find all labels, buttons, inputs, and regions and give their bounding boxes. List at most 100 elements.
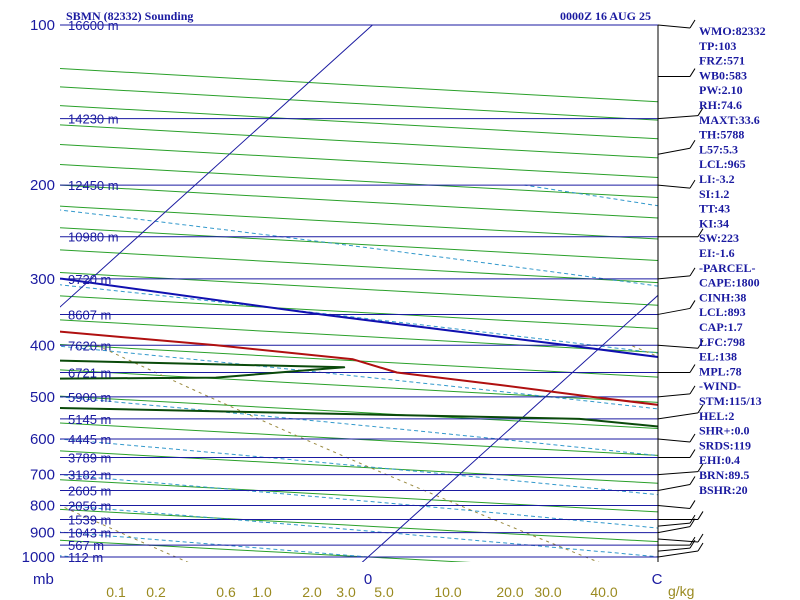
pressure-label: 300 — [30, 271, 55, 288]
index-line: -WIND- — [699, 379, 741, 393]
wind-barb — [657, 433, 696, 443]
mixing-ratio-label: 0.2 — [146, 584, 166, 600]
dewpoint-trace — [60, 359, 658, 428]
mixing-ratio-label: 20.0 — [496, 584, 523, 600]
moist-adiabat — [60, 209, 658, 287]
sounding-traces — [60, 277, 658, 428]
index-line: BSHR:20 — [699, 483, 748, 497]
moist-adiabat — [60, 438, 658, 496]
height-label: 567 m — [68, 538, 104, 553]
dry-adiabat — [60, 86, 658, 121]
height-label: 5145 m — [68, 412, 111, 427]
mixing-ratio-label: 0.6 — [216, 584, 236, 600]
index-line: WB0:583 — [699, 68, 747, 82]
pressure-unit-label: mb — [33, 571, 54, 588]
dry-adiabat — [60, 508, 658, 543]
wind-barb — [657, 19, 696, 29]
dry-adiabat — [60, 450, 658, 484]
mixing-ratio-label: 40.0 — [590, 584, 617, 600]
index-line: MAXT:33.6 — [699, 113, 760, 127]
height-label: 16600 m — [68, 18, 119, 33]
index-line: CAP:1.7 — [699, 320, 743, 334]
temperature-unit-label: C — [652, 571, 663, 588]
height-label: 10980 m — [68, 230, 119, 245]
temperature-tick-label: 0 — [364, 571, 372, 588]
pressure-label: 400 — [30, 337, 55, 354]
dry-adiabat — [60, 205, 658, 240]
height-label: 3789 m — [68, 450, 111, 465]
index-line: SHR+:0.0 — [699, 424, 750, 438]
pressure-label: 200 — [30, 177, 55, 194]
wind-barb — [657, 518, 696, 534]
wind-barb — [657, 463, 704, 476]
height-label: 9720 m — [68, 272, 111, 287]
station-title: SBMN (82332) Sounding — [66, 9, 193, 23]
index-line: EL:138 — [699, 350, 737, 364]
dry-adiabat — [60, 184, 658, 219]
dry-adiabat — [60, 344, 658, 378]
height-label: 14230 m — [68, 112, 119, 127]
dry-adiabat — [60, 68, 658, 103]
mixing-ratio-label: 5.0 — [374, 584, 394, 600]
height-label: 4445 m — [68, 432, 111, 447]
height-label: 2056 m — [68, 498, 111, 513]
mixing-ratio-line — [96, 344, 600, 562]
index-line: CINH:38 — [699, 290, 746, 304]
pressure-label: 900 — [30, 525, 55, 542]
index-line: LCL:965 — [699, 157, 746, 171]
dry-adiabat — [60, 395, 658, 429]
index-line: HEL:2 — [699, 409, 734, 423]
dry-adiabat — [60, 319, 658, 353]
height-label: 7620 m — [68, 338, 111, 353]
index-line: FRZ:571 — [699, 54, 745, 68]
height-label: 1539 m — [68, 512, 111, 527]
dry-adiabat — [60, 164, 658, 199]
index-line: SI:1.2 — [699, 187, 729, 201]
mixing-ratio-label: 10.0 — [434, 584, 461, 600]
wind-barb — [657, 179, 696, 189]
index-line: TP:103 — [699, 39, 736, 53]
dry-adiabat — [60, 105, 658, 140]
wind-barb — [657, 107, 704, 120]
index-line: L57:5.3 — [699, 142, 738, 156]
dry-adiabat — [60, 124, 658, 159]
height-label: 3182 m — [68, 468, 111, 483]
index-line: TH:5788 — [699, 128, 744, 142]
wind-barb — [658, 68, 696, 78]
dry-adiabat — [60, 143, 658, 178]
dry-adiabat — [60, 249, 658, 284]
wind-barb — [658, 228, 704, 238]
pressure-label: 800 — [30, 497, 55, 514]
wind-barb — [657, 542, 704, 558]
sounding-time: 0000Z 16 AUG 25 — [560, 9, 651, 23]
wind-barb — [657, 533, 704, 543]
index-line: CAPE:1800 — [699, 276, 760, 290]
wind-barbs — [657, 19, 704, 562]
wind-barb — [657, 140, 696, 155]
height-label: 2605 m — [68, 484, 111, 499]
mixing-ratio-label: 2.0 — [302, 584, 322, 600]
index-line: BRN:89.5 — [699, 468, 749, 482]
mixing-ratio-label: 30.0 — [534, 584, 561, 600]
index-line: STM:115/13 — [699, 394, 762, 408]
height-label: 6721 m — [68, 366, 111, 381]
index-line: RH:74.6 — [699, 98, 742, 112]
moist-adiabat — [524, 184, 658, 207]
moist-adiabat — [60, 345, 658, 410]
wind-barb — [657, 404, 704, 420]
moist-adiabat — [60, 396, 658, 457]
pressure-label: 500 — [30, 389, 55, 406]
isotherm — [361, 294, 658, 562]
wind-barb — [657, 300, 696, 315]
pressure-label: 100 — [30, 17, 55, 34]
pressure-label: 600 — [30, 431, 55, 448]
height-label: 5900 m — [68, 390, 111, 405]
wind-barb — [657, 340, 704, 349]
dry-adiabat — [60, 272, 658, 306]
wind-barb — [657, 385, 696, 398]
dry-adiabat — [60, 295, 658, 330]
dry-adiabat — [60, 479, 658, 513]
index-line: SRDS:119 — [699, 438, 751, 452]
mixing-ratio-unit-label: g/kg — [668, 583, 694, 599]
